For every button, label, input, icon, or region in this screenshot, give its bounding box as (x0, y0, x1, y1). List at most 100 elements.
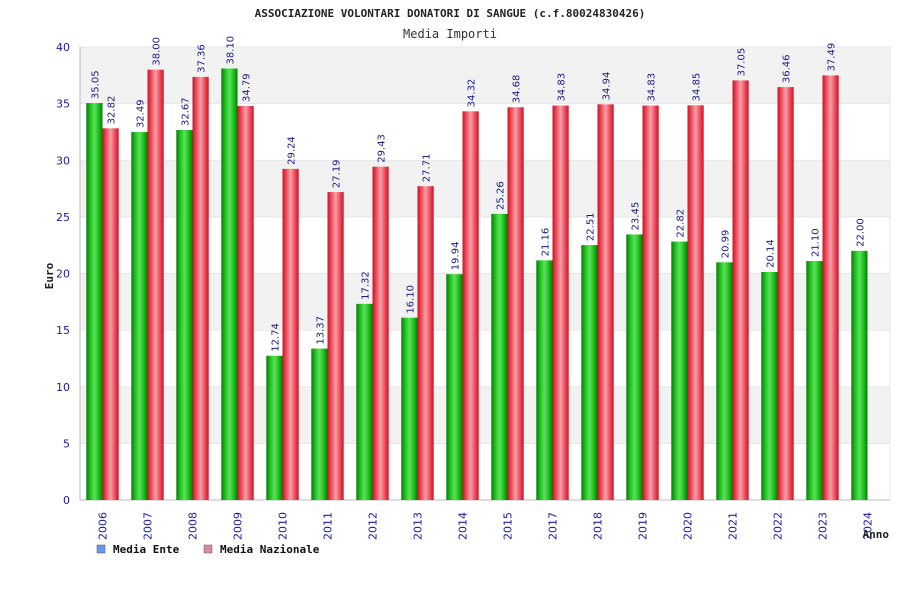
x-tick-label: 2017 (547, 512, 560, 540)
data-label: 34.68 (512, 75, 523, 104)
grid-band (79, 442, 891, 501)
x-tick-label: 2012 (367, 512, 380, 540)
data-label: 37.49 (827, 43, 838, 72)
bar-media-ente (491, 213, 508, 501)
bar-media-ente (716, 262, 733, 500)
data-label: 37.05 (737, 48, 748, 77)
bar-media-nazionale (732, 80, 749, 500)
bar-media-ente (131, 132, 148, 500)
bar-media-nazionale (462, 111, 479, 501)
bar-media-ente (761, 271, 778, 500)
legend-label: Media Nazionale (220, 543, 320, 556)
y-tick-label: 35 (56, 98, 70, 111)
grid-band (79, 46, 891, 105)
data-label: 12.74 (270, 323, 281, 352)
data-label: 29.43 (377, 134, 388, 163)
bar-media-nazionale (372, 166, 389, 500)
y-tick-label: 10 (56, 381, 70, 394)
bar-media-nazionale (507, 107, 524, 501)
data-label: 37.36 (197, 44, 208, 73)
y-tick-label: 30 (56, 154, 70, 167)
value-labels: 35.05 32.82 32.49 38.00 32.67 37.36 38.10 34.79… (90, 36, 866, 352)
data-label: 13.37 (315, 316, 326, 345)
bar-media-ente (221, 68, 238, 500)
legend-swatch (96, 544, 106, 554)
bar-media-ente (311, 348, 328, 500)
bar-media-nazionale (687, 105, 704, 500)
data-label: 29.24 (287, 136, 298, 165)
chart-title: ASSOCIAZIONE VOLONTARI DONATORI DI SANGU… (255, 7, 646, 20)
y-tick-label: 40 (56, 41, 70, 54)
x-axis-ticks: 2006 2007 2008 2009 2010 2011 2012 2013 2014 2015… (97, 512, 875, 540)
grid-band (79, 103, 891, 161)
data-label: 21.16 (540, 228, 551, 257)
legend: Media Ente Media Nazionale (96, 543, 320, 556)
y-axis-ticks: 0 5 10 15 20 25 30 35 40 (56, 41, 70, 507)
bar-media-ente (536, 260, 553, 500)
bar-media-nazionale (282, 168, 299, 500)
data-label: 27.71 (422, 154, 433, 183)
data-label: 34.79 (242, 73, 253, 102)
bar-media-nazionale (552, 105, 569, 501)
legend-swatch (203, 544, 213, 554)
grid-band (79, 386, 891, 444)
data-label: 17.32 (360, 271, 371, 300)
x-tick-label: 2007 (142, 512, 155, 540)
bar-media-nazionale (822, 75, 839, 500)
bar-media-ente (266, 355, 283, 500)
y-tick-label: 25 (56, 211, 70, 224)
bar-media-nazionale (642, 105, 659, 501)
data-label: 23.45 (630, 202, 641, 231)
data-label: 38.10 (225, 36, 236, 65)
y-axis-label: Euro (43, 262, 56, 289)
x-tick-label: 2018 (592, 512, 605, 540)
data-label: 20.14 (765, 239, 776, 268)
bar-media-ente (401, 317, 418, 500)
y-tick-label: 0 (63, 494, 70, 507)
y-tick-label: 20 (56, 268, 70, 281)
data-label: 19.94 (450, 242, 461, 271)
bar-media-nazionale (102, 128, 119, 500)
bar-media-ente (446, 274, 463, 500)
data-label: 36.46 (782, 54, 793, 83)
data-label: 34.83 (647, 73, 658, 102)
data-label: 34.83 (557, 73, 568, 102)
data-label: 25.26 (495, 181, 506, 210)
x-axis-label: Anno (863, 528, 890, 541)
data-label: 27.19 (332, 159, 343, 188)
x-tick-label: 2022 (772, 512, 785, 540)
data-label: 35.05 (90, 70, 101, 99)
grid-bands (79, 46, 891, 501)
x-tick-label: 2008 (187, 512, 200, 540)
data-label: 32.67 (180, 97, 191, 126)
grid-band (79, 273, 891, 331)
bar-media-ente (671, 241, 688, 500)
bar-media-nazionale (192, 76, 209, 500)
bar-media-nazionale (417, 186, 434, 500)
bar-media-nazionale (777, 87, 794, 500)
data-label: 34.94 (602, 72, 613, 101)
data-label: 20.99 (720, 230, 731, 259)
data-label: 16.10 (405, 285, 416, 314)
bar-media-nazionale (327, 192, 344, 501)
grid-band (79, 159, 891, 218)
data-label: 22.51 (585, 212, 596, 241)
data-label: 38.00 (152, 37, 163, 66)
bar-media-ente (581, 245, 598, 500)
bar-media-nazionale (237, 106, 254, 501)
bar-media-ente (176, 130, 193, 500)
x-tick-label: 2013 (412, 512, 425, 540)
data-label: 34.85 (692, 73, 703, 102)
data-label: 32.82 (107, 96, 118, 125)
x-tick-label: 2010 (277, 512, 290, 540)
y-tick-label: 5 (63, 437, 70, 450)
data-label: 34.32 (467, 79, 478, 108)
bar-media-ente (356, 303, 373, 500)
x-tick-label: 2014 (457, 512, 470, 540)
bars (86, 68, 868, 501)
x-tick-label: 2023 (817, 512, 830, 540)
bar-media-ente (806, 261, 823, 500)
chart-subtitle: Media Importi (403, 27, 497, 41)
grid-band (79, 216, 891, 274)
